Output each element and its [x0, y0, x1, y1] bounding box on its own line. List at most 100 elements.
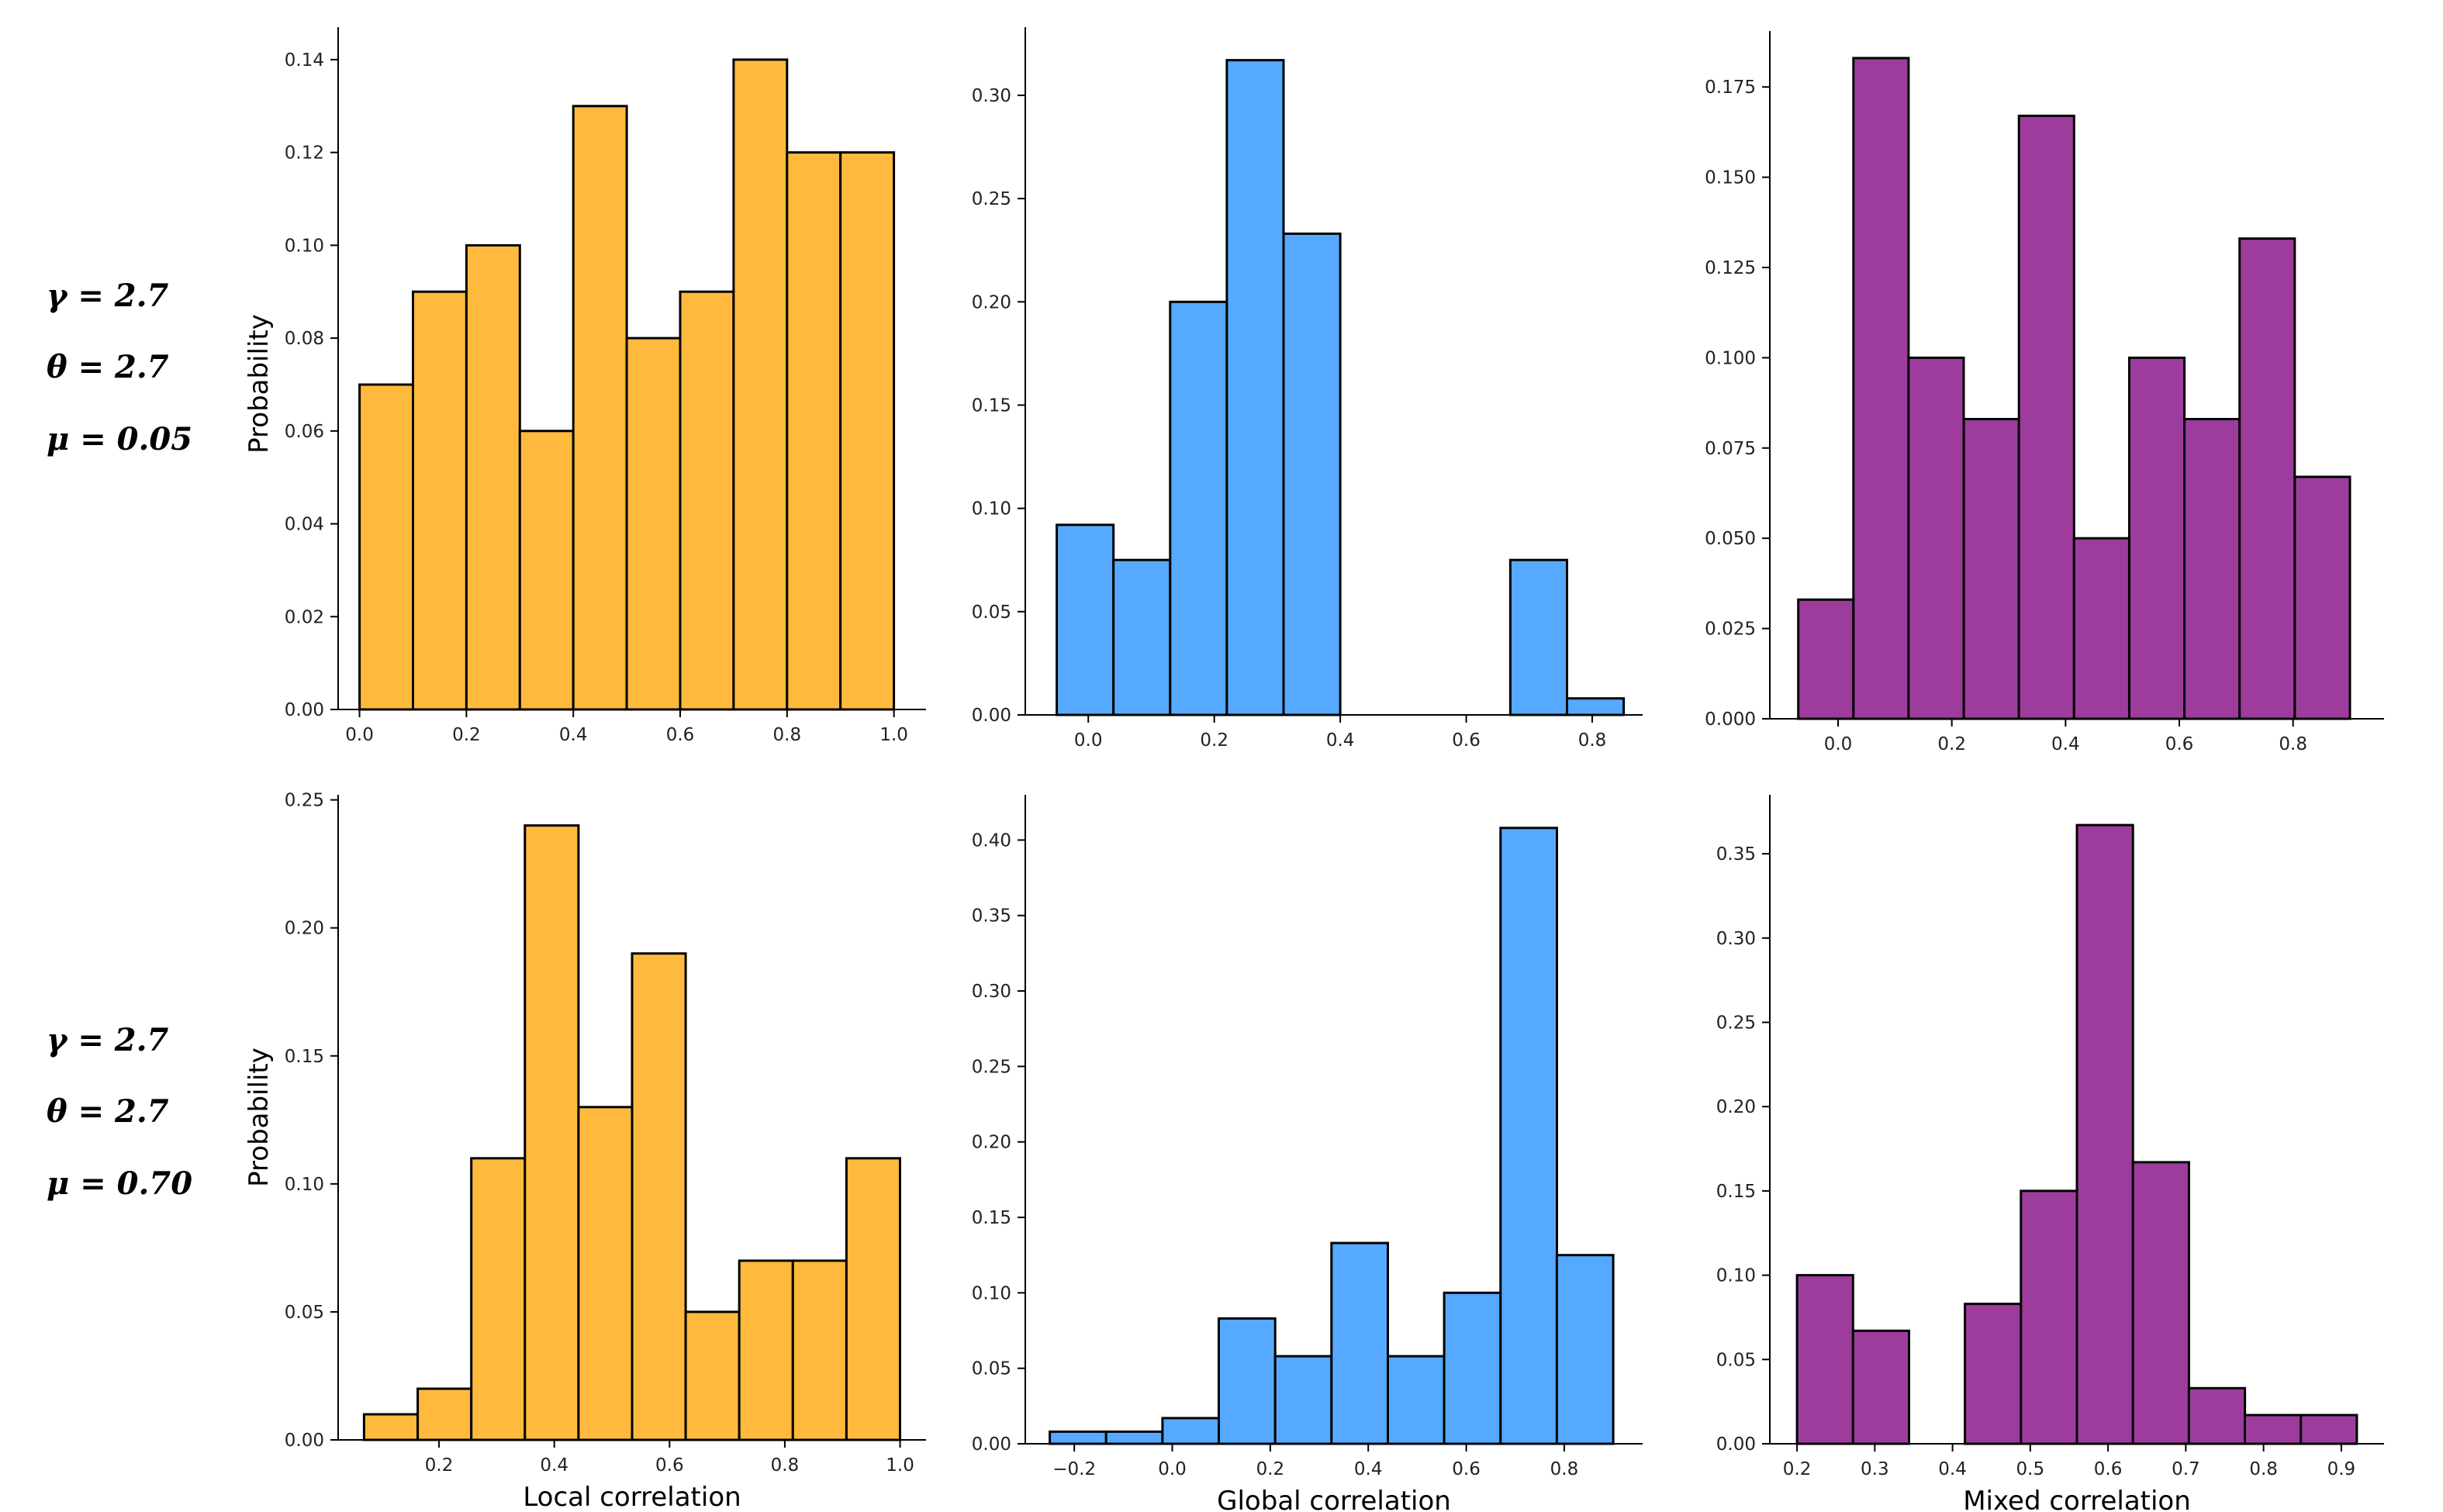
local-mu005-bar-6 — [679, 290, 735, 711]
mixed-mu005-ytick-label-3: 0.075 — [1705, 439, 1756, 459]
global-mu070-ytick-label-0: 0.00 — [972, 1434, 1011, 1455]
mixed-mu070-ytick-label-0: 0.00 — [1716, 1434, 1756, 1455]
local-mu005-bar-5 — [625, 337, 682, 711]
mixed-mu005-bar-9 — [2293, 475, 2351, 720]
local-mu005-ytick-label-1: 0.02 — [285, 607, 324, 627]
global-mu005-xtick-label-0: 0.0 — [1074, 730, 1103, 751]
local-mu070-bar-7 — [738, 1259, 794, 1441]
local-mu005-xtick-label-1: 0.2 — [452, 725, 481, 745]
global-mu005-ytick-label-0: 0.00 — [972, 706, 1011, 726]
local-mu070-ytick-label-2: 0.10 — [285, 1175, 324, 1195]
local-mu070-ytick-label-0: 0.00 — [285, 1431, 324, 1451]
mixed-mu070-bar-1 — [1851, 1329, 1911, 1445]
mixed-mu070-bar-7 — [2187, 1386, 2247, 1445]
local-mu070-xtick-label-4: 1.0 — [886, 1455, 914, 1476]
local-mu005-xtick-label-5: 1.0 — [879, 725, 908, 745]
mixed-mu070-xtick-label-3: 0.5 — [2016, 1459, 2045, 1479]
local-correlation-histogram-bottom: 0.00 0.05 0.10 0.15 0.20 0.25 0.2 0.4 0.6 0.8 1.0 L… — [244, 791, 926, 1512]
mixed-mu005-xtick-label-0: 0.0 — [1824, 734, 1853, 754]
local-mu005-ytick-label-4: 0.08 — [285, 329, 324, 349]
global-mu005-xtick-label-3: 0.6 — [1452, 730, 1481, 751]
local-mu005-ytick-label-3: 0.06 — [285, 422, 324, 442]
global-mu070-xtick-label-4: 0.6 — [1452, 1459, 1481, 1479]
mixed-mu070-ytick-label-5: 0.25 — [1716, 1013, 1756, 1033]
local-mu070-bar-0 — [362, 1413, 419, 1441]
local-mu070-ytick-label-3: 0.15 — [285, 1047, 324, 1067]
global-mu005-ytick-label-3: 0.15 — [972, 395, 1011, 416]
local-mu005-ylabel: Probability — [244, 314, 275, 454]
global-mu070-ytick-label-7: 0.35 — [972, 906, 1011, 927]
mixed-mu070-bar-5 — [2075, 823, 2134, 1445]
local-mu005-ytick-label-7: 0.14 — [285, 50, 324, 71]
local-mu005-bar-0 — [358, 383, 415, 711]
mixed-mu070-xtick-label-4: 0.6 — [2094, 1459, 2123, 1479]
local-mu005-ytick-label-6: 0.12 — [285, 143, 324, 164]
row-label-top: γ = 2.7 θ = 2.7 μ = 0.05 — [47, 278, 192, 457]
mixed-mu070-xtick-label-0: 0.2 — [1783, 1459, 1812, 1479]
local-mu005-xtick-label-0: 0.0 — [345, 725, 374, 745]
mixed-mu070-ytick-label-3: 0.15 — [1716, 1182, 1756, 1202]
global-mu005-bar-9 — [1566, 697, 1626, 716]
mixed-mu070-ytick-label-2: 0.10 — [1716, 1266, 1756, 1286]
mixed-mu005-bar-3 — [1962, 418, 2020, 720]
global-mu070-bar-0 — [1049, 1430, 1107, 1445]
mixed-correlation-histogram-top: 0.000 0.025 0.050 0.075 0.100 0.125 0.150 0.175… — [1705, 31, 2384, 754]
mixed-mu005-bar-5 — [2072, 537, 2130, 720]
global-mu070-bar-1 — [1104, 1430, 1164, 1445]
theta-label-top: θ = 2.7 — [47, 349, 169, 385]
global-mu070-ytick-label-4: 0.20 — [972, 1133, 1011, 1153]
global-mu070-bar-6 — [1387, 1355, 1446, 1445]
mixed-mu070-xtick-label-7: 0.9 — [2327, 1459, 2356, 1479]
local-mu005-ytick-label-5: 0.10 — [285, 236, 324, 256]
theta-label-bottom: θ = 2.7 — [47, 1093, 169, 1130]
global-mu005-bar-3 — [1225, 59, 1285, 716]
mixed-mu070-xtick-label-2: 0.4 — [1938, 1459, 1967, 1479]
row-label-bottom: γ = 2.7 θ = 2.7 μ = 0.70 — [47, 1022, 192, 1202]
local-mu070-bar-5 — [631, 952, 687, 1441]
mu-label-bottom: μ = 0.70 — [47, 1165, 192, 1202]
mixed-mu005-ytick-label-6: 0.150 — [1705, 168, 1756, 188]
global-mu070-xlabel: Global correlation — [1217, 1486, 1451, 1512]
global-mu070-ytick-label-3: 0.15 — [972, 1208, 1011, 1228]
global-mu005-xtick-label-4: 0.8 — [1578, 730, 1607, 751]
local-mu070-ytick-label-5: 0.25 — [285, 791, 324, 811]
mixed-mu070-bar-0 — [1795, 1274, 1854, 1445]
mixed-mu070-bar-9 — [2300, 1414, 2358, 1445]
mixed-mu070-ytick-label-1: 0.05 — [1716, 1350, 1756, 1370]
mixed-mu005-bar-6 — [2128, 356, 2186, 720]
global-correlation-histogram-top: 0.00 0.05 0.10 0.15 0.20 0.25 0.30 0.0 0.2 0.4 0.6… — [972, 27, 1643, 751]
global-mu005-ytick-label-2: 0.10 — [972, 499, 1011, 520]
local-mu070-xtick-label-3: 0.8 — [771, 1455, 800, 1476]
mixed-mu005-xtick-label-2: 0.4 — [2051, 734, 2080, 754]
local-mu070-bar-2 — [470, 1157, 527, 1441]
global-mu070-ytick-label-5: 0.25 — [972, 1057, 1011, 1077]
mixed-mu005-ytick-label-0: 0.000 — [1705, 709, 1756, 730]
global-mu005-bar-8 — [1508, 558, 1569, 716]
global-mu070-bar-9 — [1555, 1254, 1615, 1445]
global-mu005-bar-1 — [1112, 558, 1172, 716]
global-correlation-histogram-bottom: 0.00 0.05 0.10 0.15 0.20 0.25 0.30 0.35 0.40 −0.2… — [972, 795, 1643, 1512]
global-mu005-ytick-label-6: 0.30 — [972, 86, 1011, 106]
mixed-mu005-xtick-label-1: 0.2 — [1937, 734, 1966, 754]
local-mu070-xlabel: Local correlation — [523, 1482, 741, 1512]
mixed-mu005-bar-7 — [2183, 418, 2241, 720]
local-mu005-bar-3 — [518, 430, 575, 711]
local-mu070-bar-4 — [577, 1106, 634, 1441]
gamma-label-bottom: γ = 2.7 — [47, 1022, 169, 1058]
mixed-mu070-ytick-label-7: 0.35 — [1716, 844, 1756, 865]
local-mu005-bar-8 — [786, 151, 842, 711]
local-mu005-ytick-label-2: 0.04 — [285, 515, 324, 535]
mixed-mu070-xtick-label-6: 0.8 — [2249, 1459, 2278, 1479]
mixed-mu070-xlabel: Mixed correlation — [1963, 1486, 2191, 1512]
local-correlation-histogram-top: 0.00 0.02 0.04 0.06 0.08 0.10 0.12 0.14 0.0 0.2 0.… — [244, 27, 926, 745]
local-mu005-bar-4 — [572, 105, 628, 711]
mu-label-top: μ = 0.05 — [47, 421, 192, 457]
local-mu070-bar-3 — [524, 824, 580, 1441]
local-mu005-xtick-label-2: 0.4 — [559, 725, 588, 745]
global-mu005-xtick-label-1: 0.2 — [1200, 730, 1228, 751]
mixed-mu005-ytick-label-1: 0.025 — [1705, 620, 1756, 640]
global-mu005-ytick-label-4: 0.20 — [972, 292, 1011, 312]
mixed-mu005-ytick-label-5: 0.125 — [1705, 258, 1756, 278]
global-mu070-bar-3 — [1218, 1317, 1277, 1445]
mixed-correlation-histogram-bottom: 0.00 0.05 0.10 0.15 0.20 0.25 0.30 0.35 0.2 0.3 0.… — [1716, 795, 2384, 1512]
